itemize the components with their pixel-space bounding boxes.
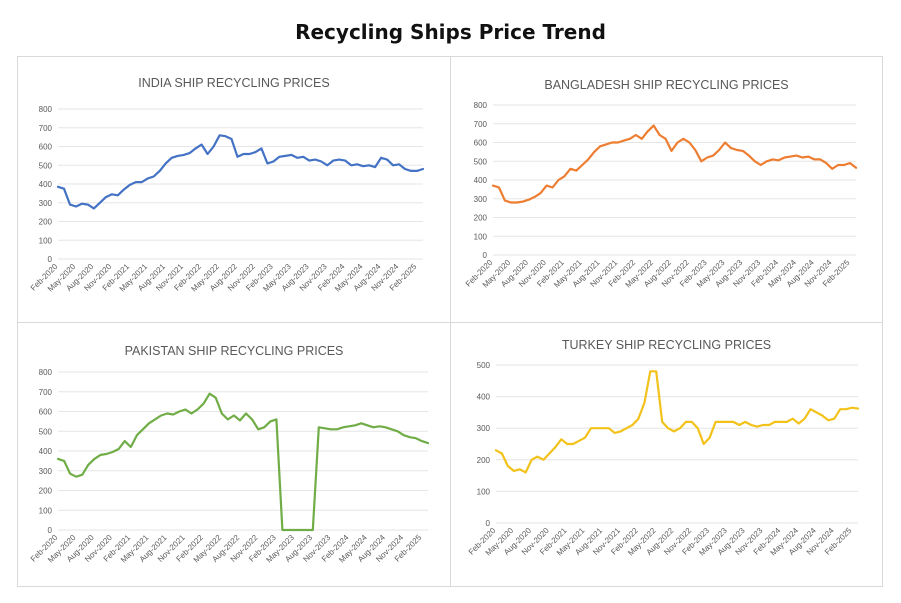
- y-tick-label: 0: [48, 526, 53, 535]
- india-chart-title: INDIA SHIP RECYCLING PRICES: [138, 76, 330, 90]
- page-title: Recycling Ships Price Trend: [295, 20, 606, 44]
- y-tick-label: 0: [483, 251, 488, 260]
- y-tick-label: 700: [39, 124, 53, 133]
- turkey-chart: TURKEY SHIP RECYCLING PRICES 0 100 200 300 40…: [467, 338, 860, 558]
- y-tick-label: 200: [477, 456, 491, 465]
- pakistan-chart-title: PAKISTAN SHIP RECYCLING PRICES: [125, 344, 344, 358]
- y-tick-label: 800: [39, 368, 53, 377]
- bangladesh-chart-panel: BANGLADESH SHIP RECYCLING PRICES 0 100 200 3…: [450, 56, 883, 323]
- turkey-chart-panel: TURKEY SHIP RECYCLING PRICES 0 100 200 300 40…: [450, 322, 883, 587]
- y-tick-label: 400: [477, 393, 491, 402]
- india-price-line: [56, 134, 425, 210]
- y-tick-label: 400: [39, 447, 53, 456]
- y-tick-label: 700: [39, 388, 53, 397]
- bangladesh-price-line: [491, 124, 858, 204]
- turkey-price-line: [494, 370, 860, 474]
- bangladesh-chart: BANGLADESH SHIP RECYCLING PRICES 0 100 200 3…: [464, 78, 858, 290]
- y-tick-label: 300: [39, 199, 53, 208]
- y-tick-label: 0: [48, 255, 53, 264]
- turkey-chart-title: TURKEY SHIP RECYCLING PRICES: [562, 338, 771, 352]
- y-tick-label: 600: [39, 143, 53, 152]
- pakistan-chart: PAKISTAN SHIP RECYCLING PRICES 0 100 200 300…: [29, 344, 430, 565]
- pakistan-chart-panel: PAKISTAN SHIP RECYCLING PRICES 0 100 200 300…: [17, 322, 451, 587]
- y-tick-label: 700: [474, 120, 488, 129]
- pakistan-price-line: [56, 392, 430, 532]
- y-tick-label: 400: [39, 180, 53, 189]
- y-tick-label: 600: [39, 408, 53, 417]
- y-tick-label: 100: [39, 506, 53, 515]
- y-tick-label: 400: [474, 176, 488, 185]
- y-tick-label: 500: [39, 161, 53, 170]
- india-chart-panel: INDIA SHIP RECYCLING PRICES 0 100 200 300 400…: [17, 56, 451, 323]
- y-tick-label: 300: [477, 424, 491, 433]
- y-tick-label: 200: [39, 487, 53, 496]
- y-tick-label: 0: [486, 519, 491, 528]
- y-tick-label: 100: [474, 232, 488, 241]
- y-tick-label: 300: [474, 195, 488, 204]
- y-tick-label: 200: [39, 218, 53, 227]
- y-tick-label: 300: [39, 467, 53, 476]
- y-tick-label: 200: [474, 214, 488, 223]
- y-tick-label: 800: [474, 101, 488, 110]
- y-tick-label: 500: [474, 157, 488, 166]
- y-tick-label: 100: [477, 487, 491, 496]
- y-tick-label: 500: [39, 427, 53, 436]
- y-tick-label: 600: [474, 139, 488, 148]
- y-tick-label: 500: [477, 361, 491, 370]
- y-tick-label: 100: [39, 236, 53, 245]
- y-tick-label: 800: [39, 105, 53, 114]
- bangladesh-chart-title: BANGLADESH SHIP RECYCLING PRICES: [544, 78, 788, 92]
- india-chart: INDIA SHIP RECYCLING PRICES 0 100 200 300 400…: [29, 76, 425, 294]
